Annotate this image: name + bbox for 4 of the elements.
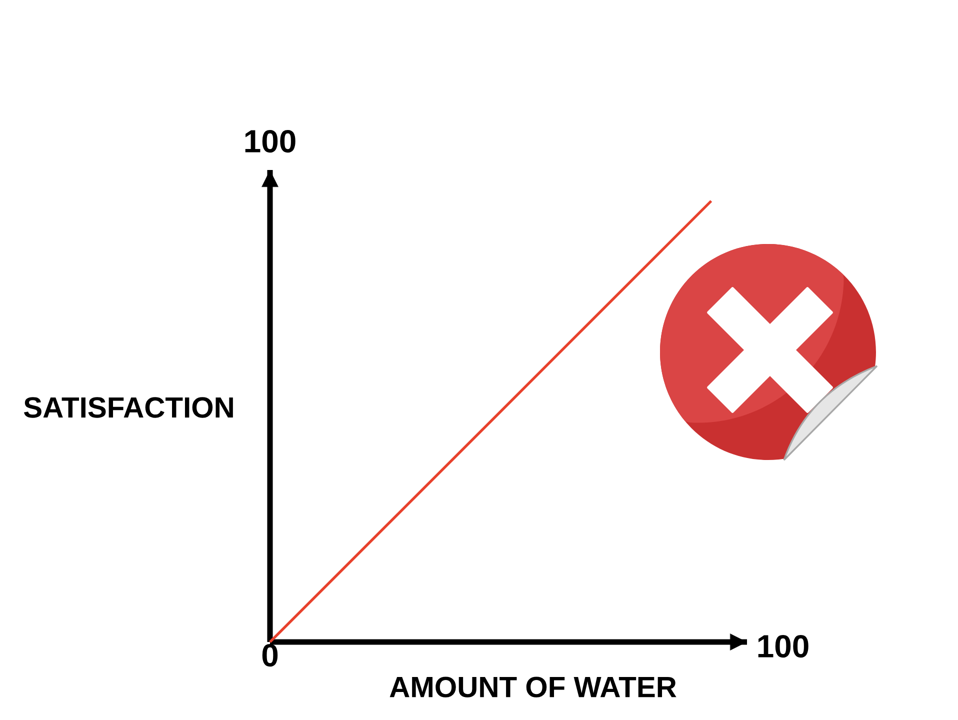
x-tick-label: 0 (262, 644, 278, 667)
x-axis-title: AMOUNT OF WATER (390, 676, 676, 698)
y-axis-title: SATISFACTION (24, 397, 233, 418)
text: 100 (245, 130, 296, 153)
